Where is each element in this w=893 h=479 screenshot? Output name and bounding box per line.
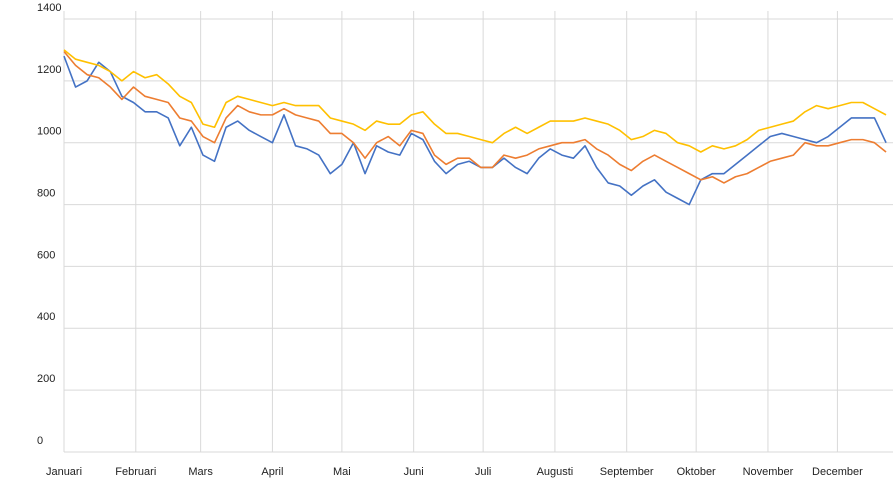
series-line (63, 49, 887, 153)
x-tick-label: November (743, 466, 794, 478)
y-tick-label: 200 (37, 373, 55, 385)
x-tick-label: Oktober (677, 466, 716, 478)
y-tick-label: 0 (37, 435, 43, 447)
x-tick-label: Januari (46, 466, 82, 478)
x-tick-label: Juni (404, 466, 424, 478)
x-tick-label: Mai (333, 466, 351, 478)
x-tick-label: December (812, 466, 863, 478)
x-tick-label: April (261, 466, 283, 478)
x-tick-label: September (600, 466, 654, 478)
y-tick-label: 400 (37, 311, 55, 323)
y-tick-label: 600 (37, 249, 55, 261)
y-tick-label: 1200 (37, 64, 61, 76)
y-tick-label: 1400 (37, 2, 61, 14)
series-line (63, 55, 887, 206)
y-tick-label: 1000 (37, 126, 61, 138)
x-tick-label: Augusti (537, 466, 574, 478)
series-line (63, 50, 887, 184)
x-tick-label: Juli (475, 466, 492, 478)
x-tick-label: Mars (188, 466, 213, 478)
y-tick-label: 800 (37, 187, 55, 199)
x-tick-label: Februari (115, 466, 156, 478)
